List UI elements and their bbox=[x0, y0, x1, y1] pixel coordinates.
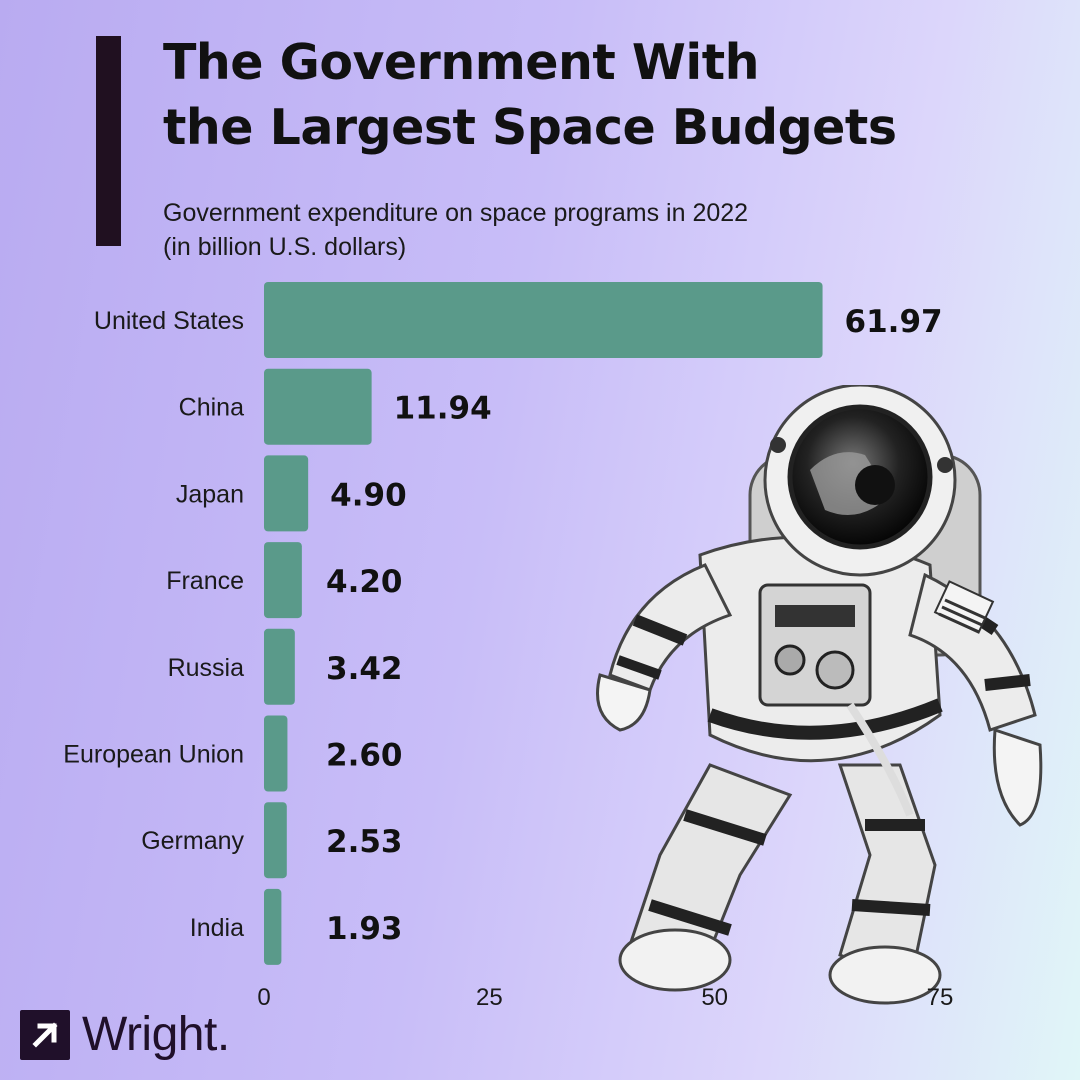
title-accent-bar bbox=[96, 36, 121, 246]
chart-subtitle-line-2: (in billion U.S. dollars) bbox=[163, 233, 407, 261]
bar-chart: United States 61.97 China 11.94 Japan 4.90 Fra… bbox=[63, 282, 953, 1011]
chart-subtitle-line-1: Government expenditure on space programs… bbox=[163, 199, 749, 227]
brand-name: Wright. bbox=[82, 1008, 230, 1061]
wright-logo: Wright. bbox=[20, 1010, 230, 1060]
category-label-russia: Russia bbox=[168, 654, 245, 682]
category-label-china: China bbox=[179, 394, 244, 422]
bar-european-union bbox=[264, 715, 288, 792]
bar-united-states bbox=[264, 282, 823, 358]
bar-china bbox=[264, 368, 372, 445]
labels-layer: United States 61.97 China 11.94 Japan 4.90 Fra… bbox=[63, 304, 942, 947]
chart-title: The Government With the Largest Space Bu… bbox=[163, 30, 1043, 160]
bar-russia bbox=[264, 628, 295, 705]
bar-france bbox=[264, 542, 302, 619]
x-tick-label: 25 bbox=[476, 984, 503, 1011]
astronaut-illustration bbox=[596, 385, 1043, 1005]
chart-subtitle: Government expenditure on space programs… bbox=[163, 196, 748, 264]
arrow-up-right-icon bbox=[20, 1010, 70, 1060]
x-tick-label: 75 bbox=[927, 984, 954, 1011]
x-tick-label: 50 bbox=[701, 984, 728, 1011]
value-label-united-states: 61.97 bbox=[845, 304, 943, 340]
x-tick-label: 0 bbox=[257, 984, 270, 1011]
bar-japan bbox=[264, 455, 309, 532]
value-label-india: 1.93 bbox=[326, 911, 403, 947]
value-label-france: 4.20 bbox=[326, 564, 403, 600]
category-label-japan: Japan bbox=[176, 480, 244, 508]
bars-layer bbox=[264, 282, 823, 965]
value-label-russia: 3.42 bbox=[326, 651, 403, 687]
value-label-germany: 2.53 bbox=[326, 824, 403, 860]
chart-title-line-2: the Largest Space Budgets bbox=[163, 99, 897, 156]
category-label-germany: Germany bbox=[141, 827, 244, 855]
value-label-japan: 4.90 bbox=[330, 477, 407, 513]
bar-india bbox=[264, 888, 282, 965]
category-label-france: France bbox=[166, 567, 244, 595]
bar-germany bbox=[264, 802, 287, 879]
category-label-european-union: European Union bbox=[63, 741, 244, 769]
value-label-china: 11.94 bbox=[394, 391, 492, 427]
chart-title-line-1: The Government With bbox=[163, 34, 760, 91]
value-label-european-union: 2.60 bbox=[326, 738, 403, 774]
x-axis-ticks: 0 25 50 75 bbox=[257, 984, 953, 1011]
category-label-india: India bbox=[190, 914, 244, 942]
category-label-united-states: United States bbox=[94, 307, 244, 335]
